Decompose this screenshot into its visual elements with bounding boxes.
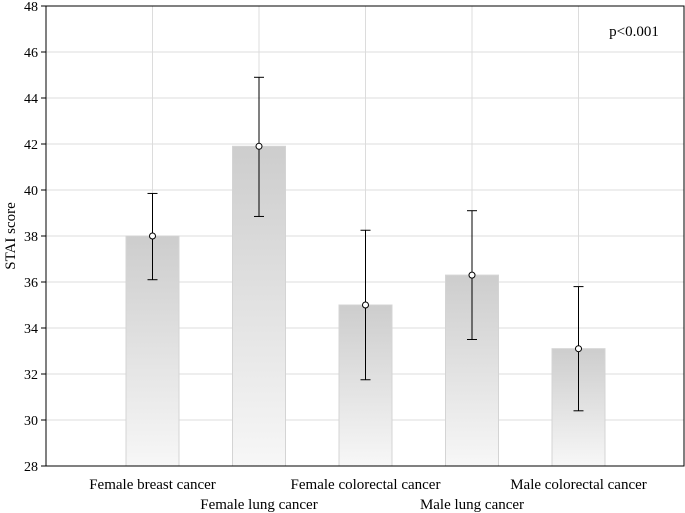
mean-point	[149, 232, 156, 240]
y-tick-label: 42	[24, 138, 38, 153]
y-tick-label: 46	[24, 46, 38, 61]
p-value-annotation: p<0.001	[609, 24, 659, 40]
x-tick-label: Female colorectal cancer	[291, 477, 441, 493]
error-bars	[147, 76, 584, 412]
y-tick-label: 28	[24, 460, 38, 475]
y-axis-label: STAI score	[3, 202, 19, 270]
mean-point	[255, 142, 263, 150]
y-tick-label: 38	[24, 230, 38, 245]
x-axis-labels: Female breast cancer Female lung cancer Fe…	[89, 477, 647, 513]
y-tick-label: 36	[24, 276, 38, 291]
x-tick-label: Female lung cancer	[200, 497, 317, 513]
mean-point	[468, 271, 476, 279]
mean-point	[362, 301, 369, 309]
y-axis-ticks: 28 30 32 34 36 38 40 42 44 46 48	[24, 0, 46, 475]
x-tick-label: Female breast cancer	[89, 477, 216, 493]
y-tick-label: 30	[24, 414, 38, 429]
x-tick-label: Male lung cancer	[420, 497, 524, 513]
mean-point	[575, 345, 582, 353]
y-tick-label: 48	[24, 0, 38, 15]
x-tick-label: Male colorectal cancer	[510, 477, 647, 493]
y-tick-label: 34	[24, 322, 38, 337]
y-tick-label: 44	[24, 92, 38, 107]
y-tick-label: 40	[24, 184, 38, 199]
y-tick-label: 32	[24, 368, 38, 383]
bars	[125, 145, 606, 467]
